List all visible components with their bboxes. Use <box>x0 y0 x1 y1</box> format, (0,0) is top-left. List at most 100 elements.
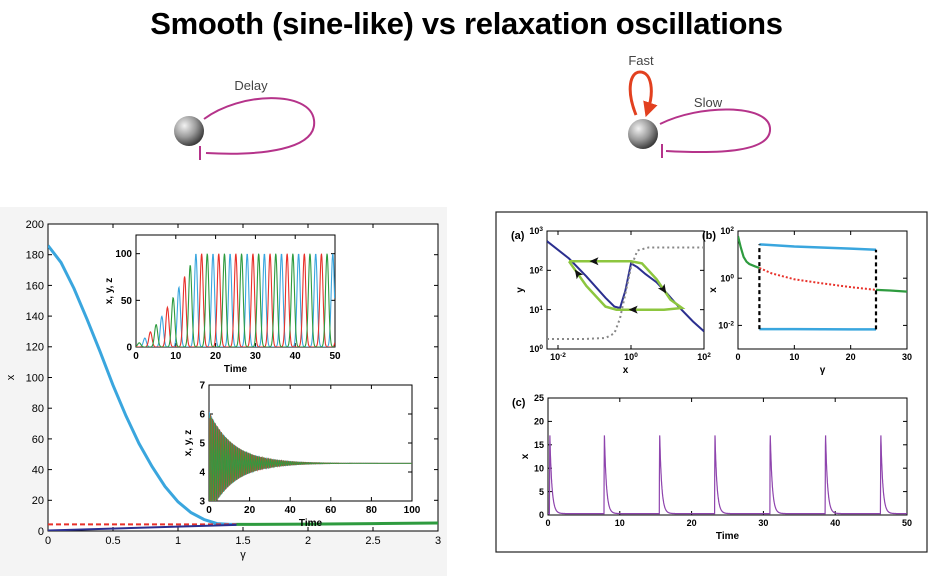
x-tick-label: 2.5 <box>365 535 380 547</box>
panel-b-ylabel: x <box>708 287 719 293</box>
cycle-direction-arrow <box>657 283 667 294</box>
x-tick-label: 100 <box>624 352 638 363</box>
panel-a-series-line-1 <box>547 246 704 340</box>
panel-a-ylabel: y <box>515 287 526 293</box>
x-tick-label: 20 <box>210 351 222 362</box>
inset1-series <box>136 253 335 347</box>
x-tick-label: 20 <box>846 352 856 362</box>
left-main-series <box>48 244 438 531</box>
panel-c-series-line <box>548 435 907 515</box>
cycle-direction-arrow <box>574 269 584 280</box>
y-tick-label: 5 <box>539 487 544 497</box>
y-tick-label: 120 <box>26 342 44 354</box>
y-tick-label: 40 <box>32 464 44 476</box>
left-inset-2-plot-frame <box>208 384 413 502</box>
inset1-series-line-2 <box>136 253 335 347</box>
y-tick-label: 80 <box>32 403 44 415</box>
panel-b-series-line-0 <box>738 235 760 270</box>
y-tick-label: 7 <box>199 381 205 392</box>
x-tick-label: 1.5 <box>235 535 250 547</box>
x-tick-label: 20 <box>687 518 697 528</box>
panel-b-series-line-3 <box>759 243 877 252</box>
left-main-series-line-0 <box>48 244 237 526</box>
x-tick-label: 0 <box>545 518 550 528</box>
y-tick-label: 0 <box>539 510 544 520</box>
y-tick-label: 60 <box>32 434 44 446</box>
x-tick-label: 10 <box>615 518 625 528</box>
slow-loop-arrow <box>659 108 772 154</box>
panel-a-series <box>547 240 704 340</box>
y-tick-label: 0 <box>126 343 132 354</box>
panel-c-xlabel: Time <box>716 531 740 542</box>
x-tick-label: 30 <box>758 518 768 528</box>
y-tick-label: 140 <box>26 311 44 323</box>
y-tick-label: 10 <box>534 463 544 473</box>
left-inset-1-ylabel: x, y, z <box>104 278 115 305</box>
y-tick-label: 160 <box>26 280 44 292</box>
fast-autoloop-arrow <box>628 70 658 118</box>
panel-b-series-line-2 <box>875 288 907 293</box>
x-tick-label: 10 <box>170 351 182 362</box>
x-tick-label: 0.5 <box>105 535 120 547</box>
y-tick-label: 20 <box>32 495 44 507</box>
panel-b-panel-label: (b) <box>702 230 716 242</box>
left-inset-2-ylabel: x, y, z <box>183 430 194 457</box>
motif-relaxation: Fast Slow <box>628 53 772 158</box>
x-tick-label: 30 <box>250 351 262 362</box>
y-tick-label: 100 <box>529 344 543 355</box>
inset2-series-line-2 <box>209 414 412 501</box>
y-tick-label: 5 <box>199 439 205 450</box>
panel-b-series-line-1 <box>759 267 877 291</box>
x-tick-label: 60 <box>325 505 337 516</box>
panel-c-series <box>548 435 907 515</box>
y-tick-label: 50 <box>121 296 133 307</box>
left-inset-2-axes: 0 20 40 60 80 100 3 4 5 6 7 Time x, y, z <box>183 381 421 530</box>
x-tick-label: 10-2 <box>550 352 566 363</box>
y-tick-label: 101 <box>529 304 543 315</box>
left-main-series-line-3 <box>48 523 237 531</box>
panel-a-xlabel: x <box>623 365 629 376</box>
inset2-series <box>209 412 412 501</box>
y-tick-label: 25 <box>534 393 544 403</box>
panel-a-panel-label: (a) <box>511 230 525 242</box>
node-ball-right <box>628 119 658 149</box>
x-tick-label: 40 <box>285 505 297 516</box>
panel-c-plot-frame <box>547 397 908 516</box>
panel-a-series-line-2 <box>567 260 686 311</box>
y-tick-label: 3 <box>199 497 205 508</box>
y-tick-label: 103 <box>529 226 543 237</box>
x-tick-label: 10 <box>789 352 799 362</box>
x-tick-label: 40 <box>290 351 302 362</box>
x-tick-label: 50 <box>902 518 912 528</box>
y-tick-label: 15 <box>534 440 544 450</box>
y-tick-label: 10-2 <box>718 320 734 331</box>
slow-label: Slow <box>694 95 723 110</box>
left-inset-2-xlabel: Time <box>299 518 323 529</box>
node-ball-left <box>174 116 204 146</box>
y-tick-label: 0 <box>38 526 44 538</box>
inset1-series-line-1 <box>136 253 335 347</box>
x-tick-label: 3 <box>435 535 441 547</box>
x-tick-label: 0 <box>133 351 139 362</box>
cycle-direction-arrow <box>628 305 638 314</box>
x-tick-label: 40 <box>830 518 840 528</box>
y-tick-label: 100 <box>720 273 734 284</box>
delay-label: Delay <box>234 78 268 93</box>
x-tick-label: 0 <box>206 505 212 516</box>
y-tick-label: 20 <box>534 417 544 427</box>
x-tick-label: 80 <box>366 505 378 516</box>
y-tick-label: 6 <box>199 410 205 421</box>
charts-layer: 0 0.5 1 1.5 2 2.5 3020406080100120140160180200… <box>5 219 912 561</box>
x-tick-label: 50 <box>329 351 341 362</box>
left-inset-1-xlabel: Time <box>224 364 248 375</box>
x-tick-label: 2 <box>305 535 311 547</box>
y-tick-label: 180 <box>26 250 44 262</box>
y-tick-label: 4 <box>199 468 205 479</box>
y-tick-label: 100 <box>115 249 132 260</box>
panel-c-panel-label: (c) <box>512 397 526 409</box>
left-main-series-line-1 <box>236 521 438 526</box>
y-tick-label: 102 <box>529 265 543 276</box>
x-tick-label: 0 <box>45 535 51 547</box>
motif-delay: Delay <box>174 78 316 160</box>
